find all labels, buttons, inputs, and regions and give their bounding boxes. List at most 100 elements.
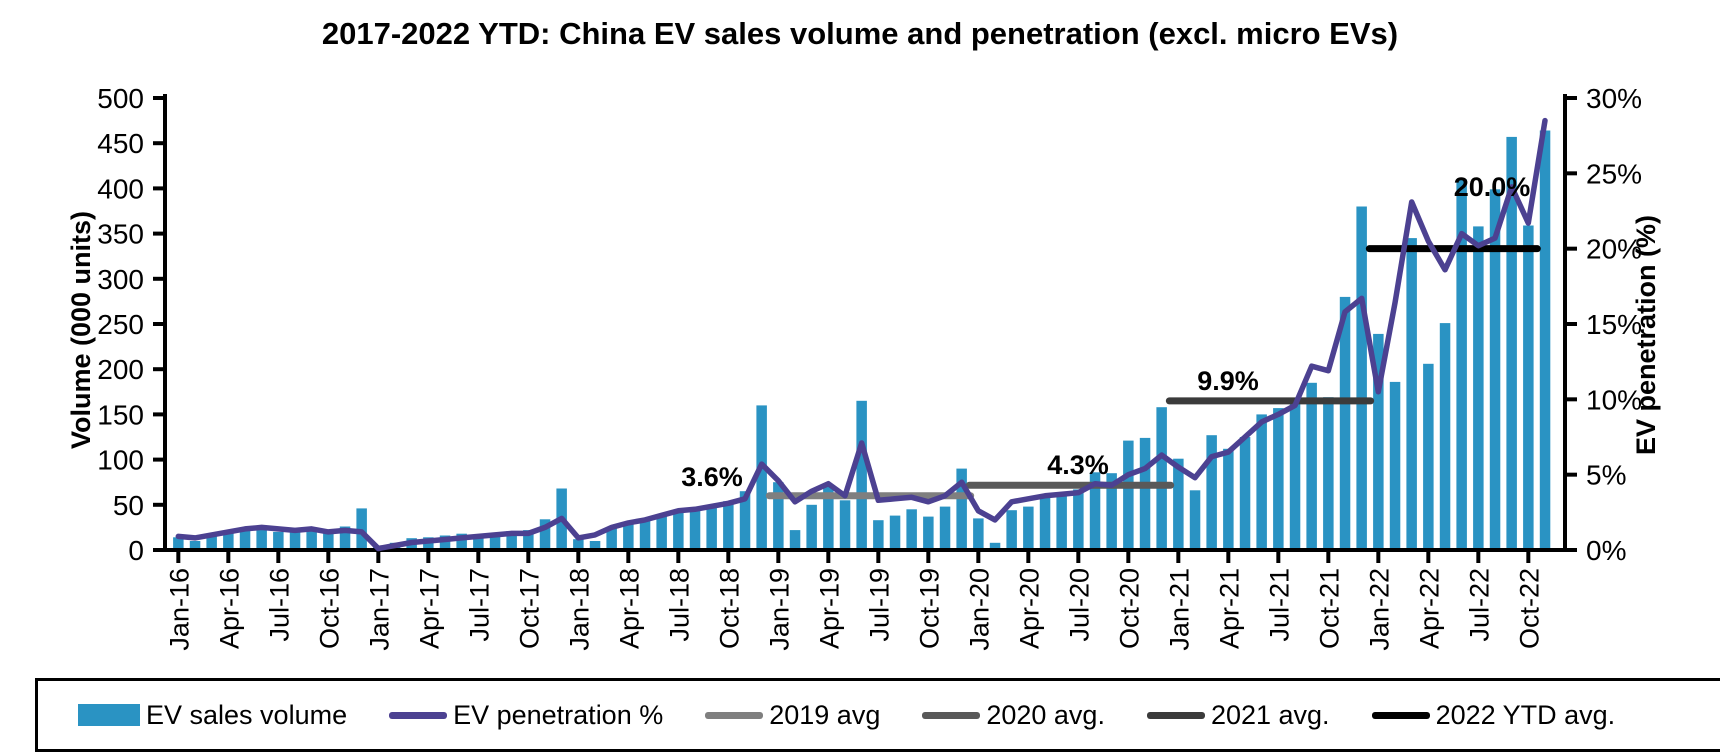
ev-sales-bar xyxy=(1489,189,1501,551)
y-tick-label: 150 xyxy=(97,399,144,430)
ev-sales-bar xyxy=(489,532,501,550)
ev-sales-bar xyxy=(973,518,984,550)
legend-item: 2021 avg. xyxy=(1146,699,1330,731)
ev-sales-bar xyxy=(1006,510,1017,550)
legend-bar-swatch xyxy=(78,704,140,726)
ev-sales-bar xyxy=(456,533,467,550)
ev-sales-bar xyxy=(706,504,717,550)
x-tick-label: Jan-20 xyxy=(964,568,994,651)
ev-sales-bar xyxy=(1289,402,1301,550)
ev-sales-bar xyxy=(723,501,734,550)
ev-sales-bar xyxy=(589,541,601,550)
ev-sales-bar xyxy=(673,512,684,550)
ev-sales-bar xyxy=(1139,437,1151,550)
x-tick-label: Oct-17 xyxy=(514,568,544,649)
x-tick-label: Jan-16 xyxy=(164,568,194,651)
ev-sales-bar xyxy=(1456,179,1467,550)
x-tick-label: Apr-16 xyxy=(214,568,244,649)
ev-sales-bar xyxy=(339,526,351,550)
ev-sales-bar xyxy=(989,542,1001,550)
y-tick-label: 400 xyxy=(97,173,144,204)
legend-line-swatch xyxy=(389,711,448,719)
ev-sales-bar xyxy=(173,537,184,550)
ev-sales-bar xyxy=(223,532,234,550)
ev-sales-bar xyxy=(1323,397,1334,550)
ev-sales-bar xyxy=(906,509,917,550)
ev-sales-bar xyxy=(323,531,334,550)
ev-sales-bar xyxy=(956,468,967,550)
x-tick-label: Jan-17 xyxy=(364,568,394,651)
ev-sales-bar xyxy=(1473,226,1484,550)
ev-sales-bar xyxy=(573,539,584,550)
ev-sales-bar xyxy=(1189,490,1201,550)
y-tick-label: 0 xyxy=(128,535,144,566)
legend-label: 2022 YTD avg. xyxy=(1435,699,1616,730)
ev-sales-bar xyxy=(839,500,851,550)
y2-tick-label: 20% xyxy=(1586,234,1642,265)
ev-sales-bar xyxy=(773,482,784,550)
ev-sales-bar xyxy=(856,400,867,550)
y2-tick-label: 30% xyxy=(1586,83,1642,114)
legend-label: 2020 avg. xyxy=(986,699,1105,730)
ev-sales-bar xyxy=(923,516,934,550)
x-tick-label: Jul-22 xyxy=(1464,568,1494,642)
ev-sales-bar xyxy=(739,491,751,550)
ev-sales-bar xyxy=(1339,296,1351,550)
legend-label: 2019 avg xyxy=(769,699,881,730)
legend: EV sales volume EV penetration % 2019 avg 2… xyxy=(35,678,1720,752)
x-tick-label: Apr-21 xyxy=(1214,568,1244,649)
y2-tick-label: 5% xyxy=(1586,460,1626,491)
y2-tick-label: 0% xyxy=(1586,535,1626,566)
x-tick-label: Oct-22 xyxy=(1514,568,1544,649)
avg-annotation: 9.9% xyxy=(1197,366,1259,396)
ev-sales-bar xyxy=(189,541,201,550)
x-tick-label: Jan-22 xyxy=(1364,568,1394,651)
ev-sales-bar xyxy=(1056,492,1067,550)
legend-label: 2021 avg. xyxy=(1210,699,1330,730)
y2-tick-label: 15% xyxy=(1586,309,1642,340)
legend-label: EV sales volume xyxy=(146,699,348,730)
legend-label: EV penetration % xyxy=(453,699,664,730)
x-tick-label: Oct-20 xyxy=(1114,568,1144,649)
ev-sales-bar xyxy=(273,531,284,550)
ev-sales-bar xyxy=(939,506,951,550)
ev-sales-bar xyxy=(823,484,834,550)
ev-sales-bar xyxy=(523,530,534,550)
y-tick-label: 250 xyxy=(97,309,144,340)
y-tick-label: 500 xyxy=(97,83,144,114)
y-tick-label: 200 xyxy=(97,354,144,385)
legend-line-swatch xyxy=(705,711,764,719)
x-tick-label: Jul-17 xyxy=(464,568,494,642)
x-tick-label: Jan-21 xyxy=(1164,568,1194,651)
x-tick-label: Apr-22 xyxy=(1414,568,1444,649)
legend-item: 2019 avg xyxy=(705,700,880,731)
ev-sales-bar xyxy=(1123,440,1134,550)
ev-sales-bar xyxy=(606,527,617,550)
legend-line-swatch xyxy=(1371,711,1430,719)
ev-sales-bar xyxy=(1073,489,1084,550)
ev-sales-bar xyxy=(1523,225,1534,550)
x-tick-label: Apr-19 xyxy=(814,568,844,649)
ev-sales-bar xyxy=(239,531,251,550)
ev-penetration-line xyxy=(175,117,1548,552)
ev-sales-bar xyxy=(1023,506,1034,550)
y-tick-label: 450 xyxy=(97,128,144,159)
x-tick-label: Jul-20 xyxy=(1064,568,1094,642)
ev-sales-bar xyxy=(639,519,651,550)
ev-sales-bar xyxy=(506,531,517,550)
ev-sales-bar xyxy=(1106,473,1117,550)
avg-annotation: 3.6% xyxy=(681,462,743,492)
x-tick-label: Jul-21 xyxy=(1264,568,1294,642)
ev-sales-bar xyxy=(1389,381,1401,550)
y2-axis-title: EV penetration (%) xyxy=(1631,215,1661,455)
ev-sales-bar xyxy=(756,405,767,550)
ev-sales-bar xyxy=(789,530,801,550)
x-tick-label: Jul-19 xyxy=(864,568,894,642)
y-tick-label: 50 xyxy=(113,490,144,521)
ev-sales-bar xyxy=(1373,333,1384,550)
ev-sales-bar xyxy=(1156,407,1167,550)
ev-sales-bar xyxy=(806,504,817,550)
x-tick-label: Apr-20 xyxy=(1014,568,1044,649)
x-tick-label: Apr-17 xyxy=(414,568,444,649)
